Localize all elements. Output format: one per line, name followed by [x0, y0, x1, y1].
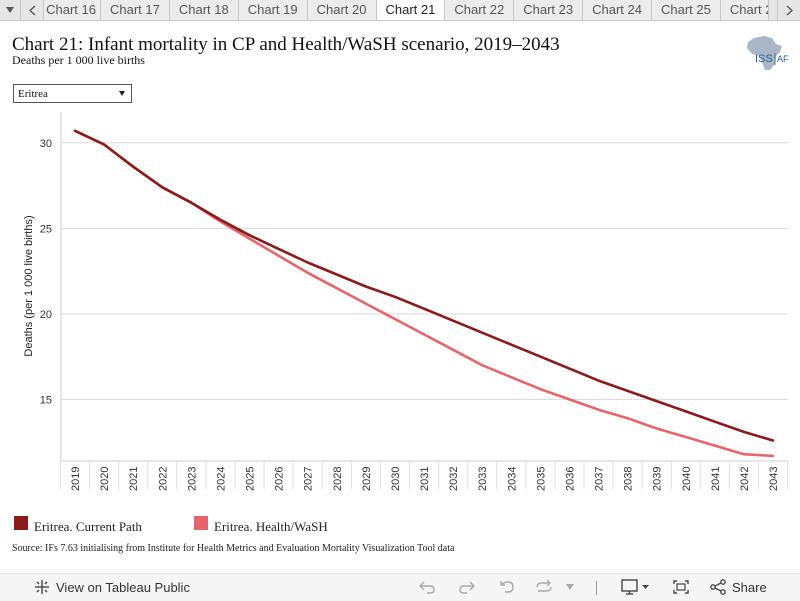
y-tick-label: 30: [40, 138, 52, 150]
x-tick-label: 2024: [215, 467, 227, 491]
triangle-down-icon: [6, 7, 14, 13]
x-tick-label: 2027: [303, 467, 315, 491]
tab-chart-19[interactable]: Chart 19: [238, 0, 308, 20]
x-tick-label: 2032: [448, 467, 460, 491]
country-select-value: Eritrea: [18, 88, 48, 100]
source-note: Source: IFs 7.63 initialising from Insti…: [12, 543, 455, 554]
chart-legend: Eritrea. Current Path Eritrea. Health/Wa…: [0, 511, 800, 535]
series-line-health-wash: [73, 129, 775, 458]
view-on-tableau-public-link[interactable]: View on Tableau Public: [34, 579, 190, 595]
series-line-current-path: [73, 129, 775, 442]
legend-item-health-wash[interactable]: Eritrea. Health/WaSH: [194, 511, 328, 535]
revert-icon[interactable]: [498, 579, 516, 595]
legend-swatch: [14, 516, 28, 530]
legend-item-current-path[interactable]: Eritrea. Current Path: [14, 511, 142, 535]
refresh-icon[interactable]: [535, 579, 553, 595]
x-tick-label: 2038: [623, 467, 635, 491]
x-tick-label: 2043: [768, 467, 780, 491]
tab-chart-26[interactable]: Chart 26: [720, 0, 769, 20]
x-tick-label: 2020: [99, 467, 111, 491]
tab-chart-20[interactable]: Chart 20: [307, 0, 377, 20]
chart-subtitle: Deaths per 1 000 live births: [12, 53, 145, 67]
caret-down-icon: [119, 91, 125, 96]
tableau-toolbar: View on Tableau Public Share: [0, 573, 800, 601]
tab-chart-16[interactable]: Chart 16: [44, 0, 101, 20]
x-tick-label: 2022: [157, 467, 169, 491]
chart-title: Chart 21: Infant mortality in CP and Hea…: [12, 34, 560, 55]
tabs-next-button[interactable]: [777, 0, 800, 20]
x-tick-label: 2028: [332, 467, 344, 491]
y-tick-label: 25: [40, 223, 52, 235]
sheet-tabs: Chart 16 Chart 17 Chart 18 Chart 19 Chart 20…: [44, 0, 800, 20]
tab-chart-25[interactable]: Chart 25: [652, 0, 721, 20]
tab-chart-18[interactable]: Chart 18: [169, 0, 239, 20]
tabs-dropdown-button[interactable]: [0, 0, 21, 20]
y-axis-label: Deaths (per 1 000 live births): [23, 215, 35, 356]
iss-africa-logo: ISS AF: [747, 36, 789, 70]
x-tick-label: 2030: [390, 467, 402, 491]
redo-icon[interactable]: [458, 579, 476, 595]
x-tick-label: 2036: [564, 467, 576, 491]
tab-chart-23[interactable]: Chart 23: [514, 0, 584, 20]
legend-label: Eritrea. Current Path: [34, 519, 142, 534]
x-tick-label: 2025: [245, 467, 257, 491]
x-tick-label: 2021: [128, 467, 140, 491]
logo-text: ISS: [755, 53, 773, 65]
legend-label: Eritrea. Health/WaSH: [214, 519, 328, 534]
logo-suffix: AF: [777, 54, 789, 64]
tabs-prev-button[interactable]: [21, 0, 44, 20]
share-button[interactable]: Share: [710, 579, 767, 595]
fullscreen-icon[interactable]: [672, 579, 690, 595]
x-tick-label: 2037: [594, 467, 606, 491]
x-tick-label: 2039: [652, 467, 664, 491]
legend-swatch: [194, 516, 208, 530]
toolbar-separator: [596, 581, 597, 595]
x-tick-label: 2026: [274, 467, 286, 491]
sheet-tab-bar: Chart 16 Chart 17 Chart 18 Chart 19 Chart 20…: [0, 0, 800, 21]
x-tick-label: 2042: [739, 467, 751, 491]
x-tick-label: 2023: [186, 467, 198, 491]
chevron-left-icon: [28, 4, 35, 16]
tab-chart-22[interactable]: Chart 22: [445, 0, 515, 20]
refresh-dropdown-icon[interactable]: [566, 584, 574, 590]
x-tick-label: 2029: [361, 467, 373, 491]
x-tick-label: 2041: [710, 467, 722, 491]
x-tick-label: 2019: [70, 467, 82, 491]
country-select[interactable]: Eritrea: [13, 84, 132, 103]
share-label: Share: [732, 579, 767, 595]
chevron-right-icon: [786, 4, 793, 16]
undo-icon[interactable]: [418, 579, 436, 595]
view-on-tableau-public-label: View on Tableau Public: [56, 579, 190, 595]
tab-chart-21[interactable]: Chart 21: [376, 0, 446, 20]
x-tick-label: 2034: [506, 467, 518, 491]
tableau-icon: [35, 580, 49, 594]
x-tick-label: 2031: [419, 467, 431, 491]
tab-chart-24[interactable]: Chart 24: [583, 0, 652, 20]
tab-chart-17[interactable]: Chart 17: [101, 0, 170, 20]
x-tick-label: 2033: [477, 467, 489, 491]
share-icon: [710, 579, 726, 595]
download-icon[interactable]: [621, 579, 651, 595]
y-tick-label: 15: [40, 394, 52, 406]
x-tick-label: 2040: [681, 467, 693, 491]
y-tick-label: 20: [40, 309, 52, 321]
x-tick-label: 2035: [535, 467, 547, 491]
